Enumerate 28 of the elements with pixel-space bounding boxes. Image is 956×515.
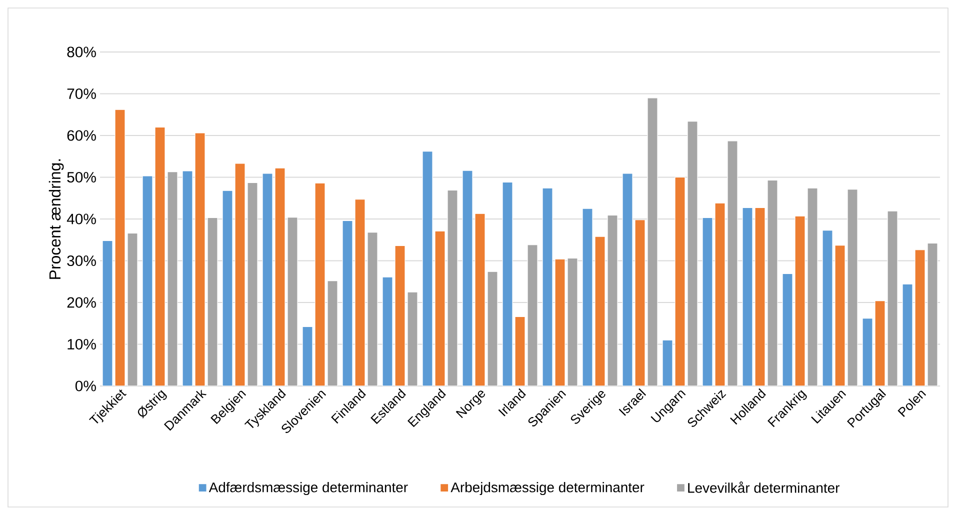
bar (114, 109, 126, 386)
y-tick-label: 80% (67, 46, 96, 58)
legend-label: Levevilkår determinanter (688, 481, 840, 493)
y-tick-label: 70% (67, 88, 96, 100)
legend-label: Arbejdsmæssige determinanter (450, 482, 644, 496)
bar (314, 182, 326, 386)
bar (194, 132, 206, 386)
bar (754, 207, 766, 386)
bar (714, 202, 726, 386)
y-tick-label: 20% (67, 297, 96, 308)
bar (154, 126, 166, 386)
bar (794, 216, 806, 386)
bar (634, 220, 646, 386)
y-tick-label: 60% (67, 130, 96, 141)
y-tick-label: 50% (67, 172, 96, 183)
bar (274, 168, 286, 386)
legend-label: Adfærdsmæssige determinanter (208, 482, 408, 496)
bar (354, 199, 366, 386)
bar (674, 176, 686, 386)
y-tick-label: 40% (66, 214, 96, 224)
y-tick-label: 0% (75, 380, 96, 392)
y-tick-label: 10% (68, 338, 96, 350)
bar (914, 250, 926, 386)
y-tick-label: 30% (67, 255, 96, 266)
bar (834, 244, 846, 386)
bar (394, 245, 406, 386)
bar (234, 163, 246, 386)
y-axis-title: Procent ændring. (48, 159, 64, 279)
